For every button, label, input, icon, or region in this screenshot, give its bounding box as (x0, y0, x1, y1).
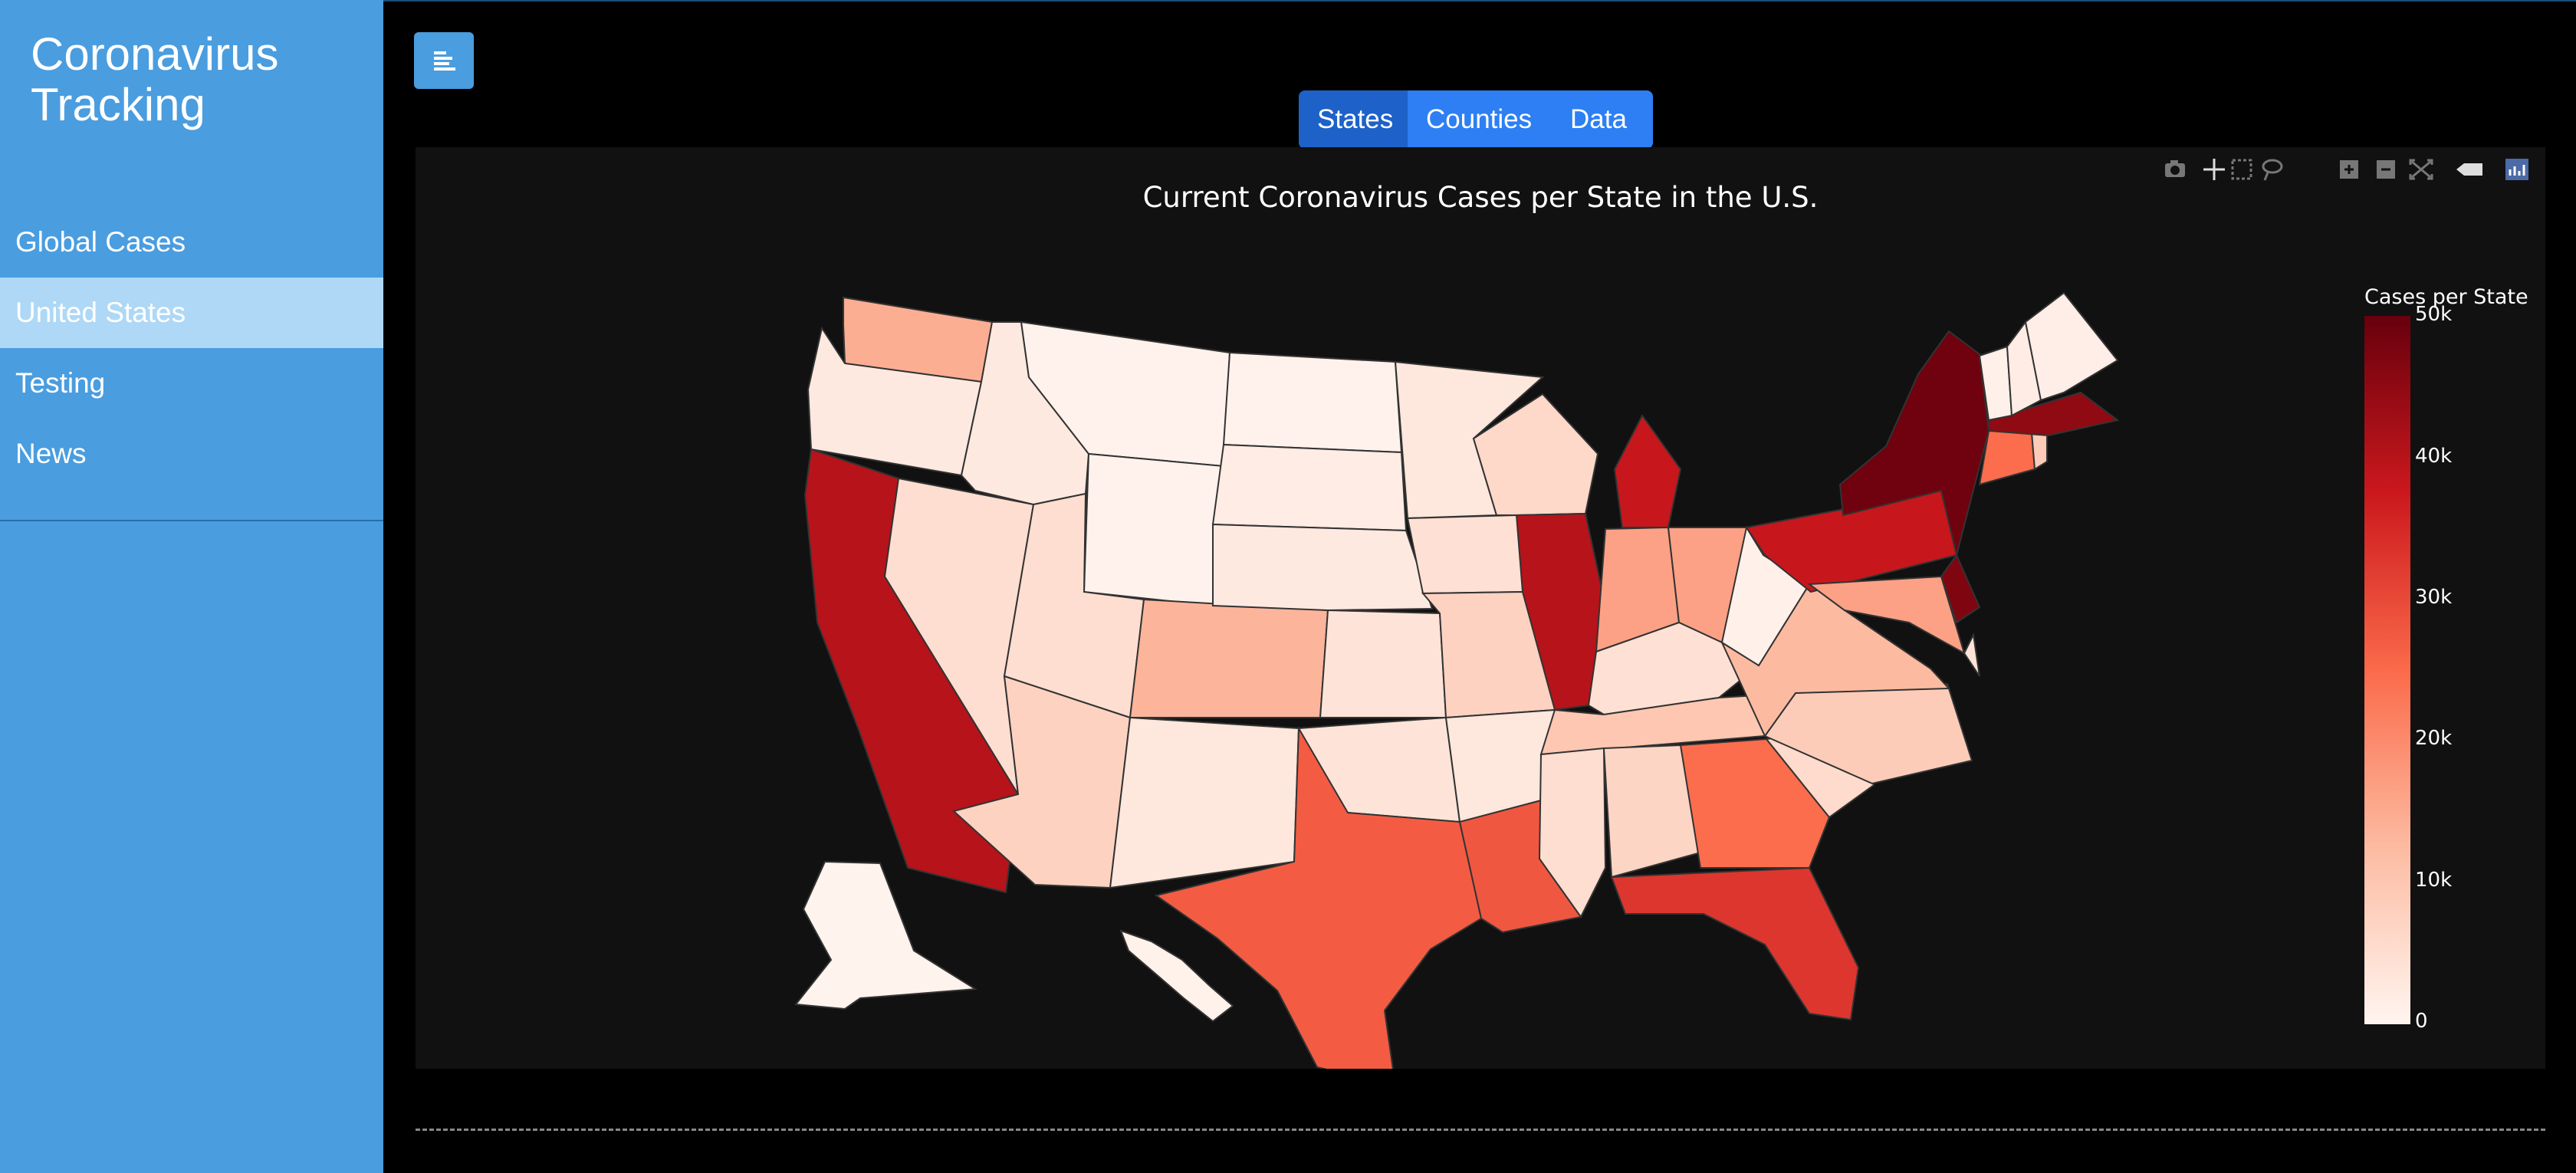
state-de[interactable] (1963, 632, 1980, 677)
state-nd[interactable] (1222, 351, 1403, 454)
colorbar (2364, 316, 2410, 1024)
hover-icon[interactable] (2456, 163, 2482, 176)
app-title: Coronavirus Tracking (31, 28, 279, 130)
sidebar-item-global-cases[interactable]: Global Cases (15, 226, 186, 258)
state-ms[interactable] (1538, 747, 1607, 918)
sidebar-item-news[interactable]: News (15, 438, 87, 469)
colorbar-tick: 0 (2415, 1010, 2428, 1033)
zoom-out-icon[interactable] (2377, 160, 2395, 179)
state-ks[interactable] (1319, 609, 1447, 718)
state-ak[interactable] (794, 860, 978, 1010)
sidebar-toggle-button[interactable] (414, 32, 474, 89)
tab-data[interactable]: Data (1552, 90, 1653, 149)
box-select-icon[interactable] (2231, 159, 2252, 180)
state-co[interactable] (1129, 598, 1329, 718)
colorbar-tick: 50k (2415, 303, 2453, 326)
top-border (383, 0, 2576, 2)
plot-modebar (2165, 159, 2528, 181)
colorbar-tick: 20k (2415, 727, 2453, 750)
plotly-logo-icon[interactable] (2505, 159, 2528, 180)
colorbar-tick: 10k (2415, 869, 2453, 892)
zoom-in-icon[interactable] (2340, 160, 2358, 179)
state-md[interactable] (1807, 575, 1966, 656)
state-nm[interactable] (1109, 716, 1300, 889)
menu-icon (434, 51, 455, 71)
colorbar-tick: 40k (2415, 445, 2453, 468)
state-fl[interactable] (1610, 866, 1860, 1021)
state-sd[interactable] (1211, 443, 1408, 532)
tab-states[interactable]: States (1299, 90, 1408, 149)
state-ny[interactable] (1838, 330, 1990, 556)
section-divider (416, 1129, 2545, 1131)
state-ri[interactable] (2030, 432, 2048, 471)
us-map[interactable] (416, 147, 2545, 1069)
state-hi[interactable] (1119, 929, 1234, 1023)
camera-icon[interactable] (2165, 160, 2185, 177)
view-tabs: States Counties Data (1299, 90, 1653, 149)
pan-icon[interactable] (2203, 159, 2225, 180)
chart-title: Current Coronavirus Cases per State in t… (1142, 181, 1819, 214)
state-ne[interactable] (1212, 523, 1434, 612)
sidebar-item-testing[interactable]: Testing (15, 367, 106, 399)
colorbar-tick: 30k (2415, 586, 2453, 609)
lasso-icon[interactable] (2262, 159, 2283, 181)
state-me[interactable] (2024, 291, 2119, 402)
sidebar-divider (0, 520, 383, 521)
colorbar-title: Cases per State (2364, 285, 2528, 309)
choropleth-plot[interactable]: Current Coronavirus Cases per State in t… (416, 147, 2545, 1069)
tab-counties[interactable]: Counties (1408, 90, 1552, 149)
state-nj[interactable] (1940, 553, 1981, 624)
state-ct[interactable] (1978, 429, 2036, 486)
sidebar: Coronavirus Tracking Global Cases United… (0, 0, 383, 1173)
sidebar-item-united-states[interactable]: United States (0, 278, 383, 348)
state-wy[interactable] (1083, 452, 1225, 607)
reset-icon[interactable] (2409, 159, 2433, 180)
state-mi[interactable] (1613, 414, 1682, 528)
state-ma[interactable] (1988, 391, 2120, 437)
